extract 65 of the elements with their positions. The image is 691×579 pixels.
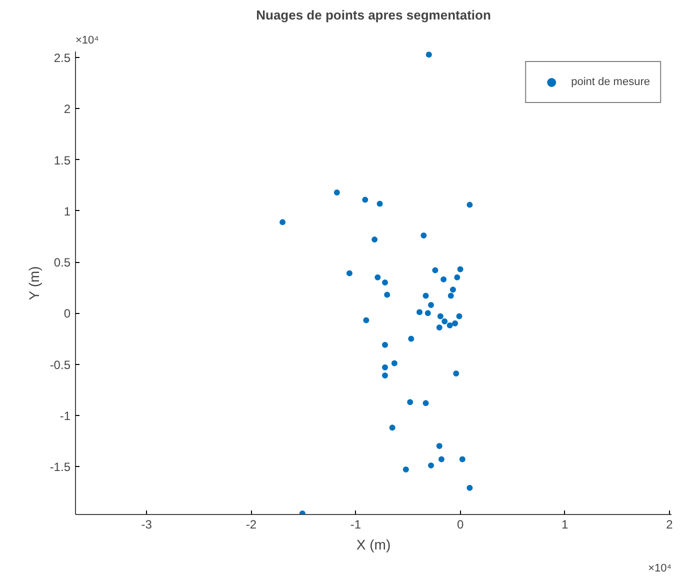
point [408, 336, 414, 342]
legend-label: point de mesure [571, 76, 650, 88]
point [362, 196, 368, 203]
point [466, 202, 473, 208]
point [363, 317, 370, 324]
y-tick-label: 0 [64, 306, 71, 321]
y-axis-title: Y (m) [26, 266, 42, 300]
x-tick-label: -3 [141, 518, 152, 532]
point [391, 360, 398, 366]
point [384, 292, 390, 298]
point [376, 200, 383, 207]
point [426, 52, 432, 58]
point [456, 313, 462, 320]
point [334, 190, 340, 196]
point [440, 276, 447, 282]
point [438, 456, 444, 462]
y-tick-label: -1 [60, 408, 71, 423]
x-axis-title: X (m) [356, 536, 391, 552]
point [454, 274, 460, 280]
point [382, 372, 388, 378]
y-tick-label: 2 [64, 102, 71, 116]
point [407, 399, 414, 406]
point [422, 400, 429, 406]
point [453, 370, 460, 376]
point [382, 279, 388, 286]
point [402, 466, 409, 473]
y-tick-label: 2.5 [54, 51, 71, 66]
point [382, 342, 388, 348]
point [280, 219, 286, 226]
point [382, 364, 388, 370]
y-tick-label: 0.5 [54, 256, 71, 270]
point [446, 322, 453, 328]
point [442, 318, 448, 324]
point [457, 266, 464, 272]
point [437, 313, 444, 320]
y-tick-label: -1.5 [50, 460, 71, 474]
point [452, 320, 458, 326]
point [389, 424, 396, 431]
point [372, 236, 378, 243]
point [374, 274, 381, 280]
y-tick-label: 1 [64, 204, 71, 218]
x-tick-label: -1 [350, 518, 362, 532]
x-tick-label: 0 [456, 518, 464, 532]
point [420, 232, 427, 238]
point [432, 267, 438, 274]
point [436, 324, 442, 330]
text: ×10⁴ [76, 34, 100, 46]
point [428, 462, 434, 468]
point [448, 292, 454, 299]
text: ×10⁴ [648, 562, 672, 574]
y-tick-label: 1.5 [54, 153, 71, 168]
point [436, 443, 442, 450]
point [428, 302, 434, 308]
point [466, 484, 473, 491]
x-tick-label: -2 [246, 518, 257, 532]
point [450, 286, 456, 293]
x-tick-label: 1 [562, 518, 569, 532]
y-tick-label: -0.5 [50, 358, 71, 372]
point [459, 456, 466, 462]
point [416, 309, 423, 316]
chart-title: Nuages de points apres segmentation [256, 8, 491, 22]
x-tick-label: 2 [666, 518, 674, 532]
point [422, 292, 429, 299]
point [424, 310, 431, 316]
point [346, 270, 352, 276]
